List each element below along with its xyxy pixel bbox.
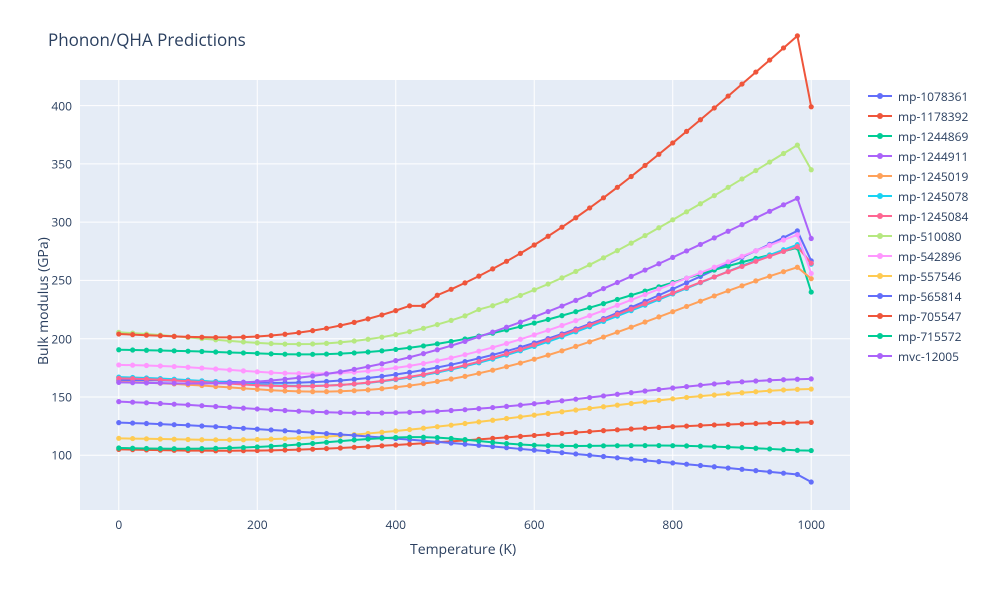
legend-item-mp-1244869[interactable]: mp-1244869 — [868, 126, 968, 146]
y-tick-label: 100 — [51, 447, 72, 464]
legend-label: mp-705547 — [898, 308, 961, 325]
legend-item-mp-565814[interactable]: mp-565814 — [868, 286, 968, 306]
legend-item-mp-1178392[interactable]: mp-1178392 — [868, 106, 968, 126]
legend-label: mp-1245084 — [898, 208, 968, 225]
legend-item-mp-1245019[interactable]: mp-1245019 — [868, 166, 968, 186]
legend-item-mp-557546[interactable]: mp-557546 — [868, 266, 968, 286]
legend-label: mp-510080 — [898, 228, 961, 245]
legend-item-mp-705547[interactable]: mp-705547 — [868, 306, 968, 326]
y-tick-label: 300 — [51, 214, 72, 231]
y-tick-label: 400 — [51, 97, 72, 114]
x-axis-label: Temperature (K) — [410, 540, 516, 559]
x-tick-label: 200 — [247, 516, 268, 533]
legend-label: mvc-12005 — [898, 348, 959, 365]
series-mp-565814[interactable] — [116, 420, 814, 485]
legend-label: mp-542896 — [898, 248, 961, 265]
legend-label: mp-557546 — [898, 268, 961, 285]
x-tick-label: 1000 — [797, 516, 824, 533]
series-mvc-12005[interactable] — [116, 196, 814, 386]
legend-item-mp-1078361[interactable]: mp-1078361 — [868, 86, 968, 106]
legend-label: mp-1245078 — [898, 188, 968, 205]
legend-item-mp-1245084[interactable]: mp-1245084 — [868, 206, 968, 226]
legend-label: mp-1178392 — [898, 108, 968, 125]
y-tick-label: 200 — [51, 330, 72, 347]
plot-area[interactable] — [80, 80, 850, 510]
legend-label: mp-565814 — [898, 288, 961, 305]
legend-label: mp-1244911 — [898, 148, 968, 165]
series-mp-705547[interactable] — [116, 33, 814, 340]
x-tick-label: 800 — [662, 516, 683, 533]
series-mp-1078361[interactable] — [116, 228, 814, 385]
series-mp-510080[interactable] — [116, 143, 814, 347]
legend-item-mp-1245078[interactable]: mp-1245078 — [868, 186, 968, 206]
series-mp-542896[interactable] — [116, 232, 814, 376]
chart-container: Phonon/QHA Predictions Bulk modulus (GPa… — [0, 0, 1000, 600]
chart-title: Phonon/QHA Predictions — [48, 28, 246, 51]
x-tick-label: 400 — [385, 516, 406, 533]
legend-label: mp-715572 — [898, 328, 961, 345]
x-tick-label: 0 — [115, 516, 122, 533]
y-tick-label: 250 — [51, 272, 72, 289]
series-mp-557546[interactable] — [116, 386, 814, 442]
legend-item-mp-510080[interactable]: mp-510080 — [868, 226, 968, 246]
legend-label: mp-1244869 — [898, 128, 968, 145]
y-tick-label: 350 — [51, 155, 72, 172]
y-axis-label: Bulk modulus (GPa) — [34, 237, 53, 365]
x-tick-label: 600 — [524, 516, 545, 533]
legend: mp-1078361 mp-1178392 mp-1244869 mp-1244911… — [868, 86, 968, 366]
legend-item-mp-542896[interactable]: mp-542896 — [868, 246, 968, 266]
legend-item-mvc-12005[interactable]: mvc-12005 — [868, 346, 968, 366]
legend-item-mp-715572[interactable]: mp-715572 — [868, 326, 968, 346]
legend-label: mp-1078361 — [898, 88, 968, 105]
y-tick-label: 150 — [51, 388, 72, 405]
legend-item-mp-1244911[interactable]: mp-1244911 — [868, 146, 968, 166]
legend-label: mp-1245019 — [898, 168, 968, 185]
